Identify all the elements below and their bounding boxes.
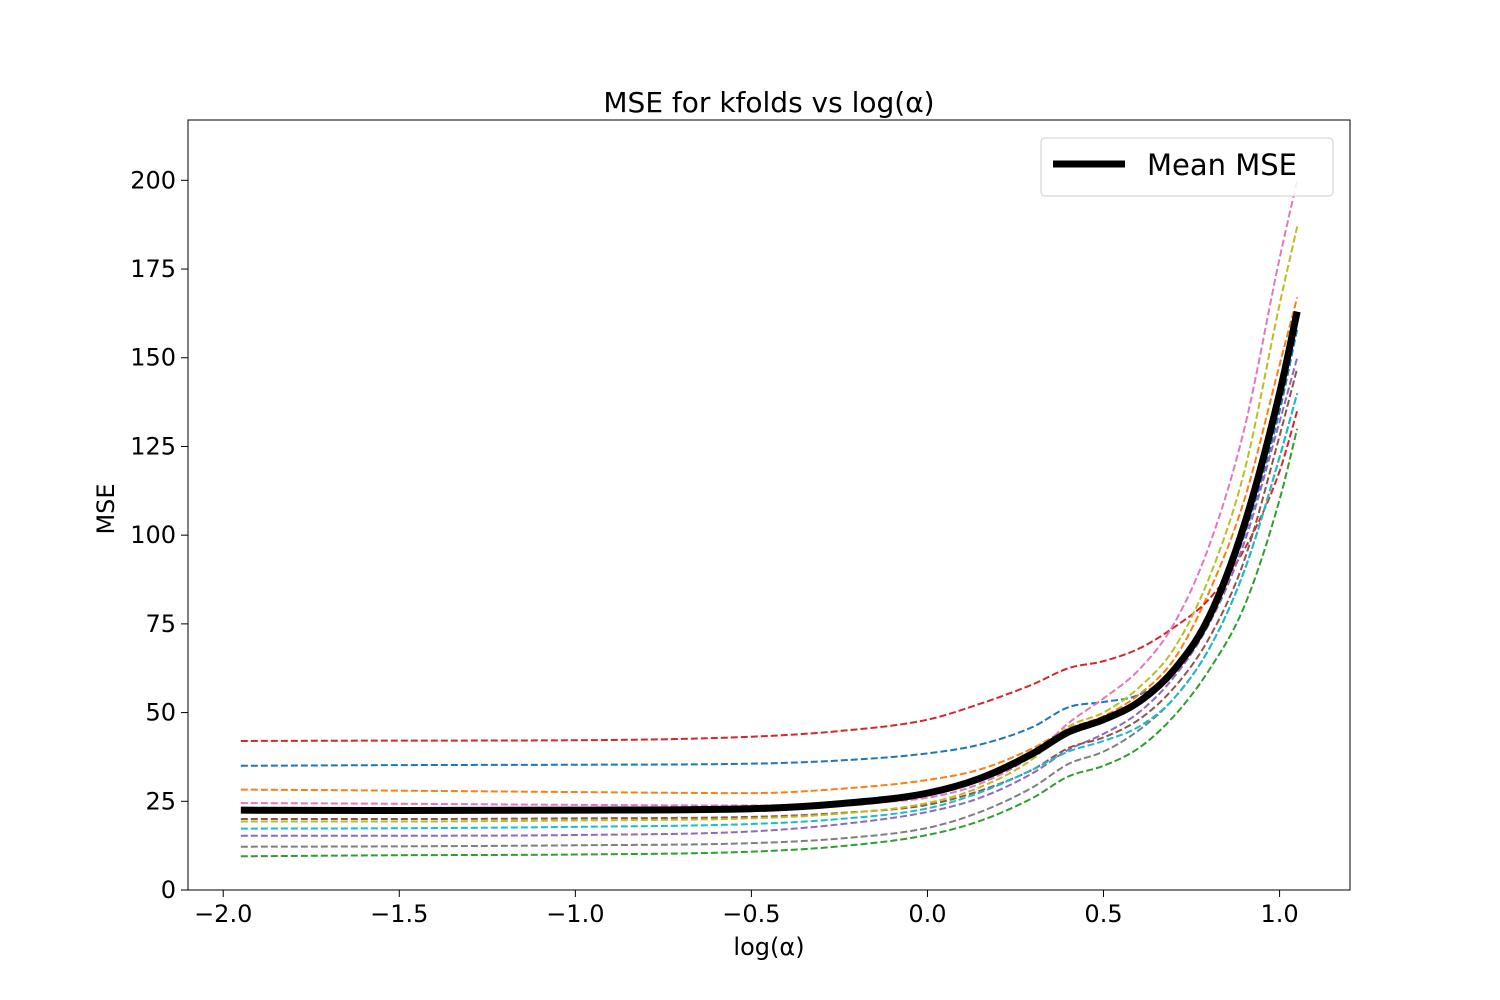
y-tick-label: 150 — [130, 344, 176, 372]
fold-series-line-9 — [240, 226, 1299, 823]
y-tick-label: 75 — [145, 610, 176, 638]
fold-series-line-8 — [240, 392, 1299, 848]
series-group — [240, 180, 1301, 858]
fold-series-line-3 — [240, 428, 1299, 858]
x-axis-ticks: −2.0 −1.5 −1.0 −0.5 0.0 0.5 1.0 — [194, 890, 1299, 928]
mean-mse-series-line — [240, 310, 1301, 815]
y-axis-label: MSE — [92, 483, 120, 534]
y-axis-ticks: 0 25 50 75 100 125 150 175 200 — [130, 166, 188, 904]
y-tick-label: 50 — [145, 699, 176, 727]
x-axis-label: log(α) — [733, 933, 804, 961]
x-tick-label: −0.5 — [722, 900, 780, 928]
y-tick-label: 25 — [145, 787, 176, 815]
x-tick-label: −1.0 — [546, 900, 604, 928]
y-tick-label: 200 — [130, 166, 176, 194]
fold-series-line-6 — [240, 368, 1299, 821]
x-tick-label: −2.0 — [194, 900, 252, 928]
legend: Mean MSE — [1040, 137, 1334, 197]
x-tick-label: 0.0 — [908, 900, 946, 928]
fold-series-line-2 — [240, 297, 1299, 795]
plot-frame — [187, 119, 1351, 891]
y-tick-label: 0 — [161, 876, 176, 904]
x-tick-label: −1.5 — [370, 900, 428, 928]
legend-label-mean-mse: Mean MSE — [1147, 148, 1297, 182]
chart-title: MSE for kfolds vs log(α) — [603, 86, 934, 119]
fold-series-line-5 — [240, 357, 1299, 837]
y-tick-label: 100 — [130, 521, 176, 549]
fold-series-line-10 — [240, 392, 1299, 830]
y-tick-label: 175 — [130, 255, 176, 283]
legend-box — [1040, 137, 1334, 197]
x-tick-label: 0.5 — [1084, 900, 1122, 928]
fold-series-line-4 — [240, 410, 1299, 742]
y-tick-label: 125 — [130, 432, 176, 460]
x-tick-label: 1.0 — [1260, 900, 1298, 928]
